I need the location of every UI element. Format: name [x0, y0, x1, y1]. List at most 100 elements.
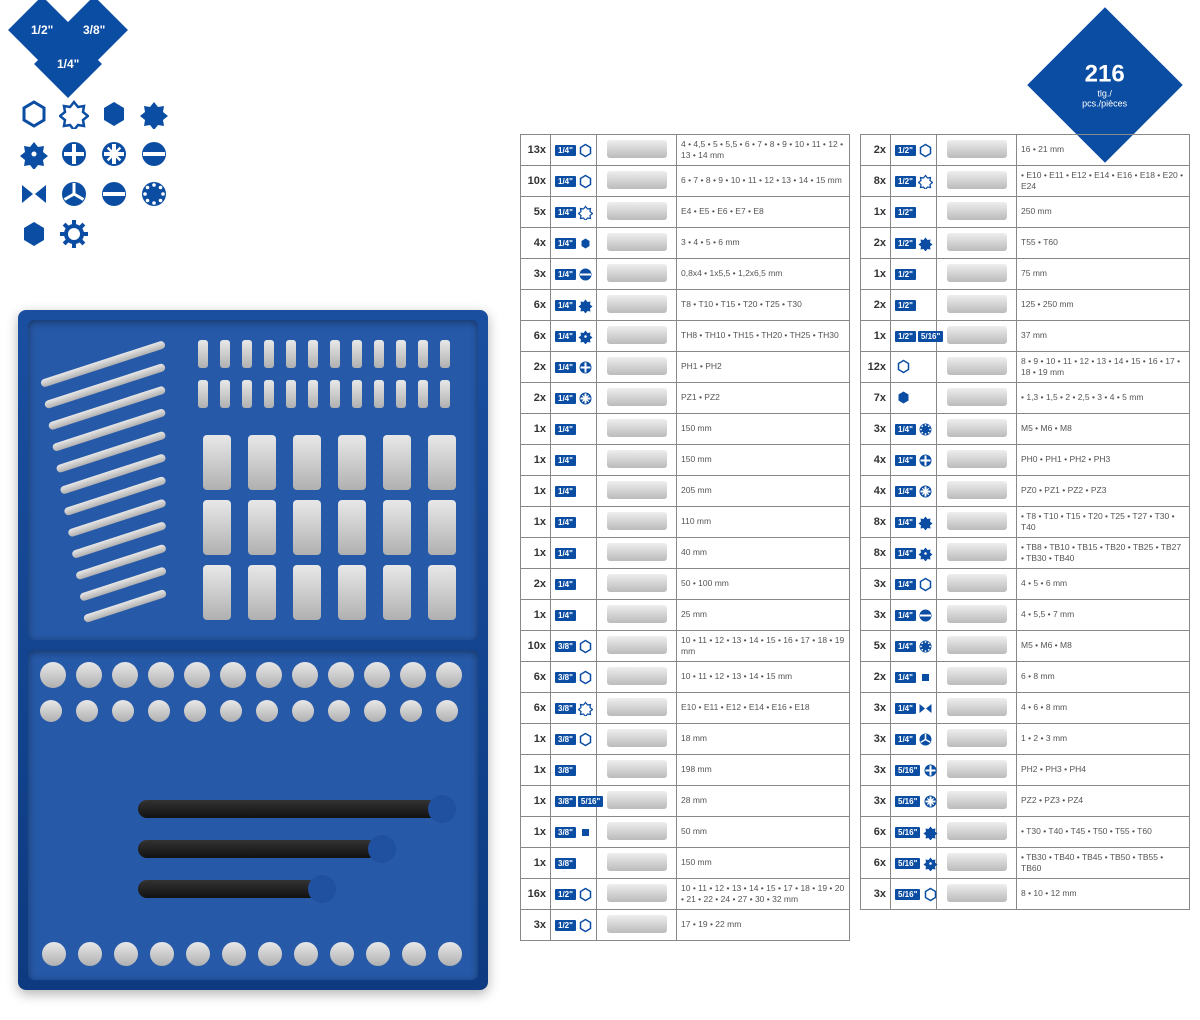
- drive-cell: 3/8"5/16": [551, 786, 597, 817]
- spec-row: 1x1/4"25 mm: [521, 600, 850, 631]
- ratchet-shape: [138, 840, 378, 858]
- bit-shape: [242, 380, 252, 408]
- bit-shape: [418, 340, 428, 368]
- bit-shape: [396, 380, 406, 408]
- tool-image-cell: [937, 166, 1017, 197]
- spec-row: 8x1/2"• E10 • E11 • E12 • E14 • E16 • E1…: [861, 166, 1190, 197]
- sizes-cell: 28 mm: [677, 786, 850, 817]
- drive-cell: 1/4": [551, 445, 597, 476]
- qty-cell: 3x: [861, 786, 891, 817]
- tool-thumbnail: [607, 574, 667, 592]
- drive-cell: 1/4": [551, 166, 597, 197]
- drive-cell: 1/4": [891, 662, 937, 693]
- tool-image-cell: [597, 910, 677, 941]
- tool-thumbnail: [607, 605, 667, 623]
- tool-image-cell: [937, 786, 1017, 817]
- socket-shape: [328, 700, 350, 722]
- tool-image-cell: [937, 352, 1017, 383]
- socket-shape: [330, 942, 354, 966]
- drive-cell: 1/4": [891, 538, 937, 569]
- spec-row: 2x1/4"50 • 100 mm: [521, 569, 850, 600]
- spec-row: 1x3/8"50 mm: [521, 817, 850, 848]
- spec-row: 6x1/4"TH8 • TH10 • TH15 • TH20 • TH25 • …: [521, 321, 850, 352]
- socket-shape: [366, 942, 390, 966]
- socket-shape: [364, 662, 390, 688]
- tool-image-cell: [937, 445, 1017, 476]
- qty-cell: 7x: [861, 383, 891, 414]
- drive-chip: 5/16": [578, 796, 603, 807]
- drive-chip: 1/4": [555, 176, 576, 187]
- torx-icon: [918, 514, 934, 530]
- qty-cell: 6x: [861, 848, 891, 879]
- spec-row: 8x1/4"• TB8 • TB10 • TB15 • TB20 • TB25 …: [861, 538, 1190, 569]
- sq-icon: [578, 824, 594, 840]
- hex-icon: [918, 576, 934, 592]
- phillips-icon: [58, 138, 90, 170]
- tool-image-cell: [597, 848, 677, 879]
- sizes-cell: 50 mm: [677, 817, 850, 848]
- spec-row: 2x1/4"6 • 8 mm: [861, 662, 1190, 693]
- sizes-cell: 17 • 19 • 22 mm: [677, 910, 850, 941]
- spec-row: 12x8 • 9 • 10 • 11 • 12 • 13 • 14 • 15 •…: [861, 352, 1190, 383]
- socket-shape: [436, 662, 462, 688]
- deep-socket-shape: [383, 435, 411, 490]
- sizes-cell: 6 • 7 • 8 • 9 • 10 • 11 • 12 • 13 • 14 •…: [677, 166, 850, 197]
- sizes-cell: PZ0 • PZ1 • PZ2 • PZ3: [1017, 476, 1190, 507]
- tool-image-cell: [597, 414, 677, 445]
- tool-thumbnail: [607, 698, 667, 716]
- sizes-cell: 3 • 4 • 5 • 6 mm: [677, 228, 850, 259]
- tool-thumbnail: [947, 140, 1007, 158]
- qty-cell: 4x: [861, 476, 891, 507]
- spec-row: 1x3/8"198 mm: [521, 755, 850, 786]
- socket-shape: [186, 942, 210, 966]
- tool-image-cell: [597, 383, 677, 414]
- drive-chip: 1/4": [555, 610, 576, 621]
- drive-chip: 3/8": [555, 734, 576, 745]
- drive-cell: 1/4": [891, 414, 937, 445]
- qty-cell: 2x: [861, 228, 891, 259]
- drive-chip: 1/2": [895, 331, 916, 342]
- hex-icon: [922, 886, 938, 902]
- tool-thumbnail: [947, 853, 1007, 871]
- tool-thumbnail: [947, 884, 1007, 902]
- tool-thumbnail: [607, 884, 667, 902]
- torx-tamper-icon: [918, 545, 934, 561]
- tool-thumbnail: [607, 140, 667, 158]
- sizes-cell: 10 • 11 • 12 • 13 • 14 • 15 mm: [677, 662, 850, 693]
- sizes-cell: 150 mm: [677, 414, 850, 445]
- qty-cell: 3x: [861, 755, 891, 786]
- drive-label: 3/8": [83, 23, 105, 37]
- tool-thumbnail: [947, 388, 1007, 406]
- sizes-cell: 4 • 5 • 6 mm: [1017, 569, 1190, 600]
- sizes-cell: 4 • 4,5 • 5 • 5,5 • 6 • 7 • 8 • 9 • 10 •…: [677, 135, 850, 166]
- bit-shape: [264, 340, 274, 368]
- qty-cell: 5x: [521, 197, 551, 228]
- drive-chip: 3/8": [555, 703, 576, 714]
- torx-e-icon: [918, 173, 934, 189]
- drive-chip: 1/4": [555, 393, 576, 404]
- drive-cell: 1/4": [891, 445, 937, 476]
- drive-cell: 1/2": [891, 290, 937, 321]
- drive-chip: 1/4": [895, 424, 916, 435]
- drive-cell: 1/4": [551, 383, 597, 414]
- drive-chip: 1/2": [895, 145, 916, 156]
- drive-chip: 3/8": [555, 858, 576, 869]
- drive-cell: 1/4": [891, 569, 937, 600]
- sizes-cell: T8 • T10 • T15 • T20 • T25 • T30: [677, 290, 850, 321]
- drive-cell: 5/16": [891, 817, 937, 848]
- spec-row: 5x1/4"E4 • E5 • E6 • E7 • E8: [521, 197, 850, 228]
- bit-shape: [264, 380, 274, 408]
- sizes-cell: 50 • 100 mm: [677, 569, 850, 600]
- qty-cell: 1x: [521, 848, 551, 879]
- drive-chip: 1/4": [895, 579, 916, 590]
- drive-chip: 1/4": [555, 269, 576, 280]
- drive-chip: 5/16": [895, 889, 920, 900]
- tool-image-cell: [597, 569, 677, 600]
- socket-shape: [114, 942, 138, 966]
- sizes-cell: 4 • 6 • 8 mm: [1017, 693, 1190, 724]
- drive-chip: 1/2": [895, 238, 916, 249]
- sizes-cell: PH1 • PH2: [677, 352, 850, 383]
- drive-cell: 1/4": [551, 507, 597, 538]
- sizes-cell: 6 • 8 mm: [1017, 662, 1190, 693]
- case-lower-tray: [28, 650, 478, 980]
